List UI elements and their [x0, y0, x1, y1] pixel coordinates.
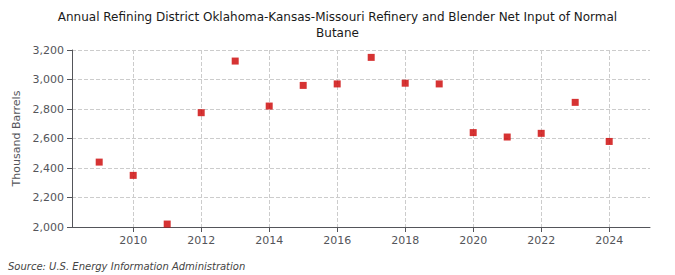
svg-text:3,200: 3,200 [33, 44, 65, 57]
svg-text:2022: 2022 [527, 234, 555, 247]
svg-text:2012: 2012 [187, 234, 215, 247]
svg-text:2,400: 2,400 [33, 162, 65, 175]
svg-text:2,600: 2,600 [33, 132, 65, 145]
svg-text:2010: 2010 [119, 234, 147, 247]
svg-text:2,000: 2,000 [33, 221, 65, 234]
svg-text:2020: 2020 [459, 234, 487, 247]
svg-text:Butane: Butane [316, 26, 359, 40]
svg-text:2014: 2014 [255, 234, 283, 247]
svg-text:2,200: 2,200 [33, 191, 65, 204]
svg-text:3,000: 3,000 [33, 73, 65, 86]
svg-text:Annual Refining District Oklah: Annual Refining District Oklahoma-Kansas… [58, 10, 617, 24]
svg-text:2,800: 2,800 [33, 103, 65, 116]
svg-text:Thousand Barrels: Thousand Barrels [10, 90, 23, 187]
svg-text:2018: 2018 [391, 234, 419, 247]
svg-text:Source: U.S. Energy Informatio: Source: U.S. Energy Information Administ… [8, 261, 245, 272]
svg-text:2016: 2016 [323, 234, 351, 247]
svg-text:2024: 2024 [595, 234, 623, 247]
